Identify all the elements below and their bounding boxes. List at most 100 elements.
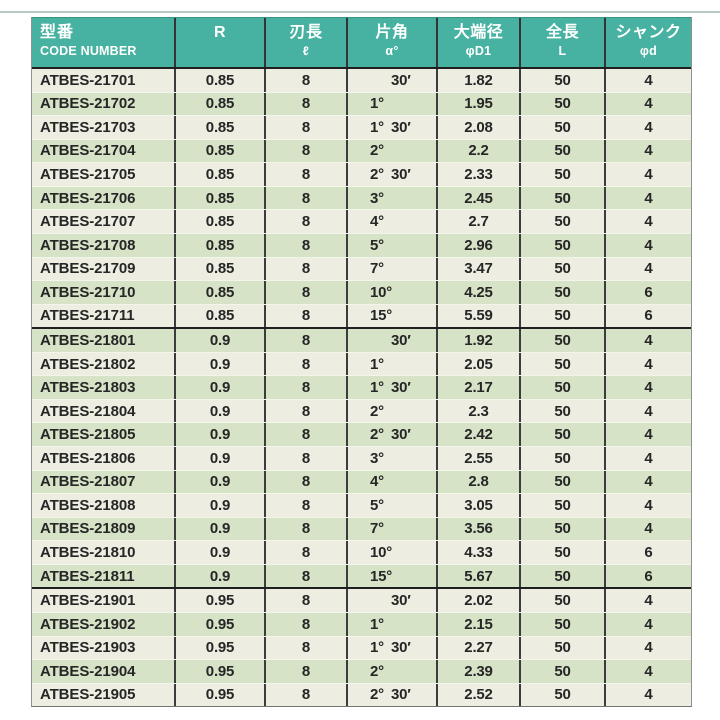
cell-code-number: ATBES-21905: [32, 683, 176, 707]
cell-overall-length: 50: [521, 564, 606, 588]
column-header-label: 型番: [40, 24, 75, 41]
angle-minutes: 30′: [391, 592, 411, 610]
table-row: ATBES-21701 0.85 8 30′ 1.82 50 4: [32, 69, 691, 92]
cell-flute-length: 8: [266, 352, 348, 376]
cell-half-angle: 10°: [348, 541, 438, 564]
cell-half-angle: 4°: [348, 470, 438, 494]
cell-overall-length: 50: [521, 352, 606, 376]
angle-degrees: 2°: [370, 662, 384, 680]
cell-r-value: 0.9: [176, 423, 266, 446]
cell-code-number: ATBES-21904: [32, 660, 176, 683]
cell-overall-length: 50: [521, 210, 606, 233]
table-row: ATBES-21903 0.95 8 1° 30′ 2.27 50 4: [32, 635, 691, 660]
cell-flute-length: 8: [266, 589, 348, 612]
cell-code-number: ATBES-21902: [32, 612, 176, 636]
cell-r-value: 0.85: [176, 210, 266, 233]
column-header-shank: シャンク φd: [606, 18, 691, 67]
cell-overall-length: 50: [521, 423, 606, 446]
cell-overall-length: 50: [521, 612, 606, 636]
angle-minutes: 30′: [391, 71, 411, 89]
column-header-flute: 刃長 ℓ: [266, 18, 348, 67]
cell-flute-length: 8: [266, 257, 348, 281]
angle-degrees: 10°: [370, 283, 393, 301]
column-header-sublabel: ℓ: [302, 43, 310, 58]
cell-flute-length: 8: [266, 69, 348, 92]
cell-overall-length: 50: [521, 541, 606, 564]
cell-half-angle: 2° 30′: [348, 423, 438, 446]
cell-large-end-dia: 2.96: [438, 233, 521, 257]
cell-r-value: 0.85: [176, 281, 266, 304]
angle-degrees: 10°: [370, 544, 393, 562]
cell-flute-length: 8: [266, 92, 348, 116]
cell-flute-length: 8: [266, 186, 348, 210]
cell-large-end-dia: 2.7: [438, 210, 521, 233]
cell-r-value: 0.9: [176, 376, 266, 399]
table-row: ATBES-21901 0.95 8 30′ 2.02 50 4: [32, 587, 691, 612]
cell-large-end-dia: 1.92: [438, 329, 521, 352]
cell-shank-dia: 6: [644, 283, 653, 301]
cell-flute-length: 8: [266, 660, 348, 683]
cell-overall-length: 50: [521, 304, 606, 328]
cell-code-number: ATBES-21806: [32, 447, 176, 470]
column-header-label: シャンク: [615, 24, 682, 41]
table-row: ATBES-21807 0.9 8 4° 2.8 50 4: [32, 469, 691, 494]
cell-overall-length: 50: [521, 376, 606, 399]
cell-shank-dia: 4: [644, 118, 653, 136]
cell-flute-length: 8: [266, 470, 348, 494]
cell-overall-length: 50: [521, 92, 606, 116]
cell-half-angle: 30′: [348, 329, 438, 352]
cell-r-value: 0.9: [176, 447, 266, 470]
cell-large-end-dia: 2.02: [438, 589, 521, 612]
cell-code-number: ATBES-21702: [32, 92, 176, 116]
cell-code-number: ATBES-21803: [32, 376, 176, 399]
angle-degrees: 3°: [370, 189, 384, 207]
cell-half-angle: 1°: [348, 352, 438, 376]
cell-code-number: ATBES-21809: [32, 517, 176, 541]
angle-degrees: 2°: [370, 166, 384, 184]
cell-r-value: 0.85: [176, 116, 266, 139]
table-row: ATBES-21705 0.85 8 2° 30′ 2.33 50 4: [32, 162, 691, 186]
angle-degrees: 5°: [370, 236, 384, 254]
column-header-sublabel: φd: [639, 43, 658, 58]
angle-degrees: 15°: [370, 307, 393, 325]
angle-degrees: 15°: [370, 567, 393, 585]
cell-large-end-dia: 2.39: [438, 660, 521, 683]
table-row: ATBES-21808 0.9 8 5° 3.05 50 4: [32, 493, 691, 517]
cell-r-value: 0.9: [176, 517, 266, 541]
angle-degrees: 5°: [370, 496, 384, 514]
table-body: ATBES-21701 0.85 8 30′ 1.82 50 4 ATBES-21702 0.8…: [32, 69, 691, 707]
cell-r-value: 0.95: [176, 660, 266, 683]
cell-large-end-dia: 2.2: [438, 139, 521, 163]
cell-large-end-dia: 2.27: [438, 636, 521, 660]
column-header-sublabel: α°: [385, 43, 399, 58]
table-row: ATBES-21702 0.85 8 1° 1.95 50 4: [32, 91, 691, 116]
cell-shank-dia: 4: [644, 449, 653, 467]
cell-r-value: 0.85: [176, 257, 266, 281]
angle-minutes: 30′: [391, 331, 411, 349]
angle-minutes: 30′: [391, 426, 411, 444]
cell-overall-length: 50: [521, 69, 606, 92]
cell-half-angle: 1° 30′: [348, 376, 438, 399]
cell-code-number: ATBES-21711: [32, 304, 176, 328]
cell-r-value: 0.85: [176, 139, 266, 163]
angle-degrees: 1°: [370, 118, 384, 136]
cell-code-number: ATBES-21701: [32, 69, 176, 92]
angle-degrees: 2°: [370, 142, 384, 160]
cell-r-value: 0.85: [176, 92, 266, 116]
cell-overall-length: 50: [521, 494, 606, 517]
angle-minutes: 30′: [391, 166, 411, 184]
cell-large-end-dia: 2.8: [438, 470, 521, 494]
cell-shank-dia: 4: [644, 426, 653, 444]
table-row: ATBES-21809 0.9 8 7° 3.56 50 4: [32, 516, 691, 541]
cell-overall-length: 50: [521, 636, 606, 660]
cell-large-end-dia: 2.52: [438, 683, 521, 707]
table-row: ATBES-21806 0.9 8 3° 2.55 50 4: [32, 446, 691, 470]
cell-large-end-dia: 4.25: [438, 281, 521, 304]
table-row: ATBES-21710 0.85 8 10° 4.25 50 6: [32, 280, 691, 304]
cell-large-end-dia: 2.08: [438, 116, 521, 139]
cell-overall-length: 50: [521, 186, 606, 210]
cell-r-value: 0.95: [176, 683, 266, 707]
cell-flute-length: 8: [266, 423, 348, 446]
cell-shank-dia: 4: [644, 662, 653, 680]
cell-large-end-dia: 3.56: [438, 517, 521, 541]
